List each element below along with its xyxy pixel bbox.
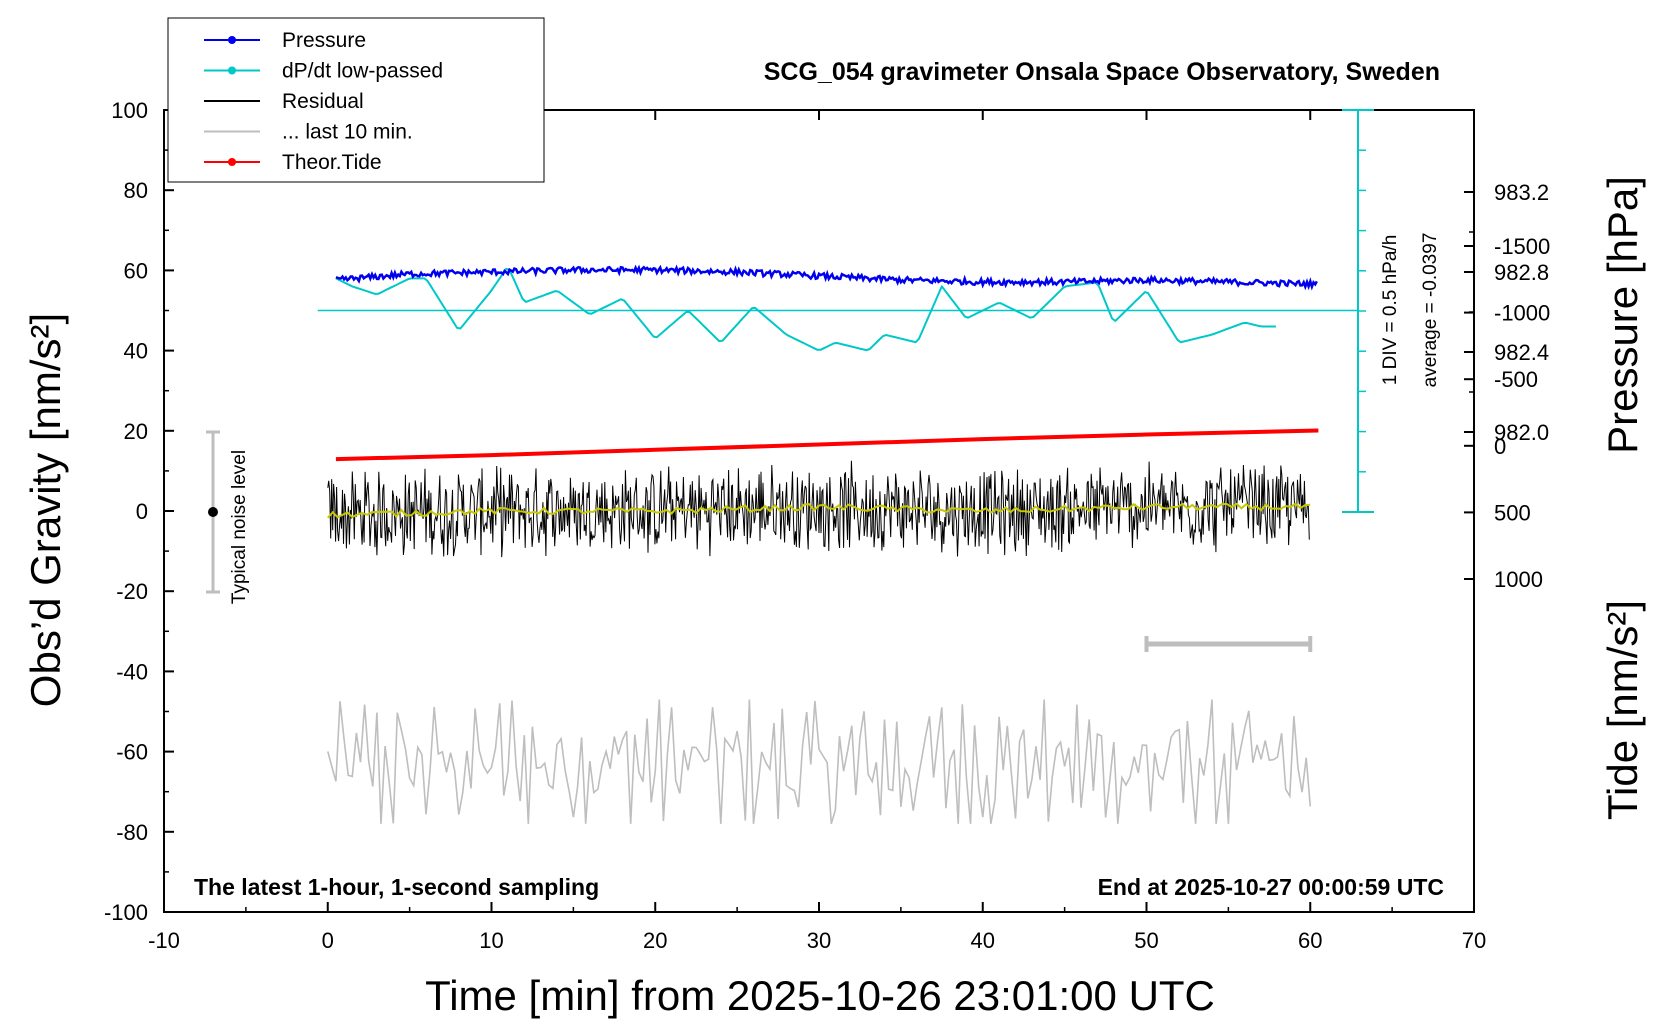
- x-tick-label: 20: [643, 928, 667, 953]
- dpdt-line: [335, 267, 1276, 352]
- tide-tick-label: -1000: [1494, 301, 1550, 326]
- x-axis-label: Time [min] from 2025-10-26 23:01:00 UTC: [425, 972, 1215, 1019]
- dpdt-average-label: average = -0.0397: [1420, 233, 1441, 388]
- tide-tick-label: 0: [1494, 434, 1506, 459]
- tide-tick-label: -500: [1494, 367, 1538, 392]
- legend-label: Theor.Tide: [282, 151, 382, 174]
- x-tick-label: 30: [807, 928, 831, 953]
- series-layer: [317, 264, 1358, 825]
- y-tick-label: 20: [124, 419, 148, 444]
- noise-level-label: Typical noise level: [229, 450, 250, 604]
- y-axis-label: Obs’d Gravity [nm/s²]: [22, 313, 69, 707]
- last-10min-range-bar: [1144, 636, 1313, 652]
- x-tick-label: 70: [1462, 928, 1486, 953]
- x-tick-label: 10: [479, 928, 503, 953]
- end-time-note: End at 2025-10-27 00:00:59 UTC: [1098, 874, 1444, 900]
- y-tick-label: -80: [116, 820, 148, 845]
- y-tick-label: 100: [111, 98, 148, 123]
- x-tick-label: 40: [971, 928, 995, 953]
- legend-marker: [228, 66, 236, 75]
- sampling-note: The latest 1-hour, 1-second sampling: [194, 874, 599, 900]
- theor-tide-line: [335, 428, 1319, 462]
- legend: Pressure dP/dt low-passed Residual ... last…: [167, 17, 545, 183]
- last-10min-line: [327, 699, 1312, 825]
- legend-label: dP/dt low-passed: [282, 60, 443, 83]
- dpdt-scale-bar: 1 DIV = 0.5 hPa/h average = -0.0397: [1342, 109, 1441, 513]
- tide-tick-label: 500: [1494, 500, 1531, 525]
- legend-label: ... last 10 min.: [282, 121, 413, 144]
- y-tick-label: -100: [104, 900, 148, 925]
- pressure-tick-label: 983.2: [1494, 180, 1549, 205]
- pressure-axis-label: Pressure [hPa]: [1599, 176, 1646, 454]
- residual-smoothed-line: [327, 502, 1311, 519]
- y-tick-label: 0: [136, 499, 148, 524]
- tide-tick-label: -1500: [1494, 234, 1550, 259]
- x-tick-label: 60: [1298, 928, 1322, 953]
- x-tick-label: 0: [322, 928, 334, 953]
- legend-marker: [228, 36, 236, 44]
- legend-marker: [228, 158, 236, 166]
- y-tick-label: -60: [116, 740, 148, 765]
- pressure-tick-label: 982.4: [1494, 340, 1549, 365]
- pressure-line: [335, 264, 1318, 291]
- y-tick-label: 60: [124, 258, 148, 283]
- y-tick-label: 80: [124, 178, 148, 203]
- tide-tick-label: 1000: [1494, 567, 1543, 592]
- residual-line: [327, 460, 1310, 558]
- noise-level-marker: Typical noise level: [206, 430, 250, 604]
- y-tick-label: -20: [116, 579, 148, 604]
- legend-label: Pressure: [282, 29, 366, 52]
- pressure-tick-label: 982.0: [1494, 420, 1549, 445]
- pressure-tick-label: 982.8: [1494, 260, 1549, 285]
- y-tick-label: 40: [124, 339, 148, 364]
- tide-axis-label: Tide [nm/s²]: [1599, 600, 1646, 820]
- tick-layer: -10 0 10 20 30 40 50 60 70100806040200-20-40-60-…: [104, 98, 1550, 953]
- x-tick-label: 50: [1134, 928, 1158, 953]
- legend-label: Residual: [282, 90, 364, 113]
- chart-title: SCG_054 gravimeter Onsala Space Observat…: [764, 58, 1440, 86]
- dpdt-scale-label: 1 DIV = 0.5 hPa/h: [1380, 235, 1401, 386]
- x-tick-label: -10: [148, 928, 180, 953]
- y-tick-label: -40: [116, 659, 148, 684]
